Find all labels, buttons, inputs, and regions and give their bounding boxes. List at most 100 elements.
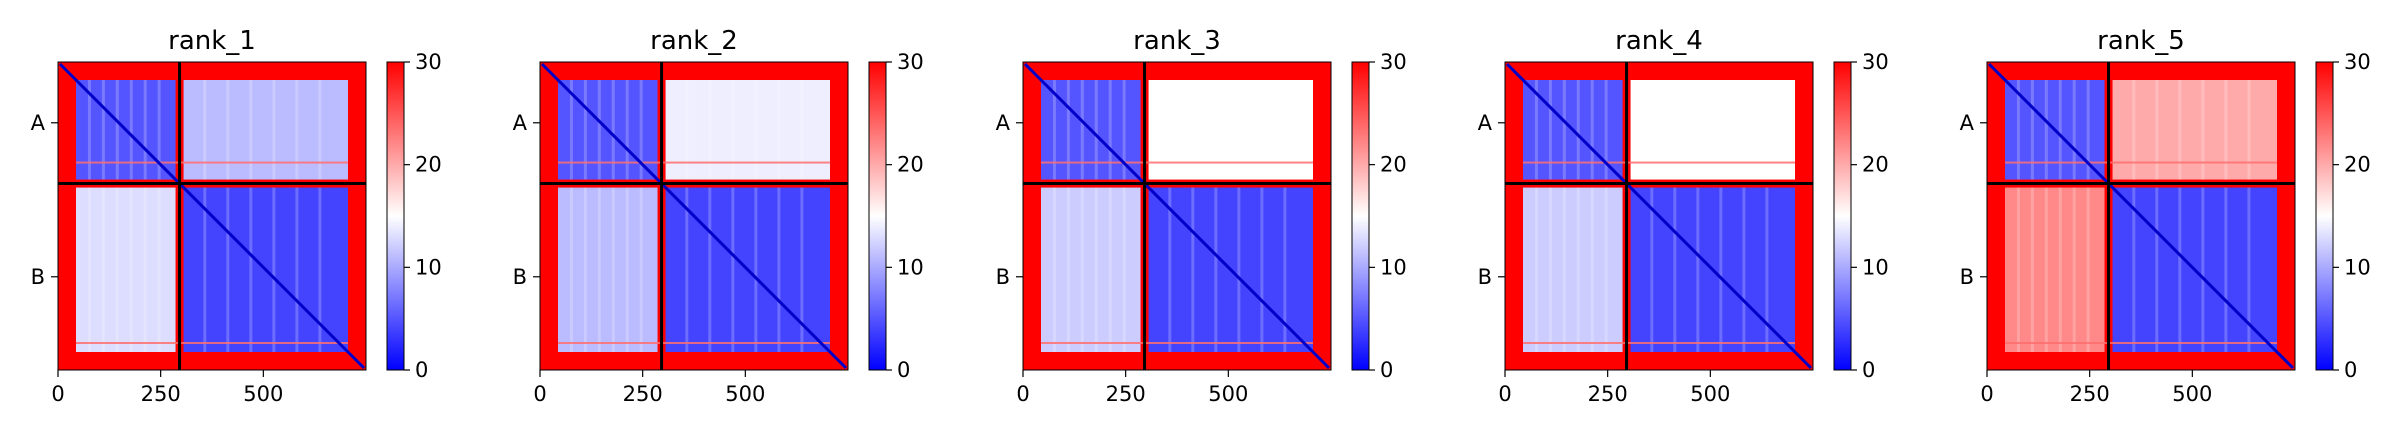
texture-stripe	[1650, 187, 1654, 352]
texture-stripe	[1214, 187, 1218, 352]
x-tick-label: 0	[1980, 382, 1993, 406]
colorbar-tick-label: 0	[1380, 358, 1393, 382]
texture-stripe	[115, 80, 119, 180]
block-b-a	[558, 187, 658, 352]
y-tick-label: A	[31, 111, 46, 135]
texture-stripe	[611, 187, 615, 352]
block-a-b	[1148, 80, 1313, 180]
texture-stripe	[1191, 80, 1195, 180]
error-streak	[2005, 342, 2277, 344]
texture-stripe	[1742, 80, 1746, 180]
texture-stripe	[639, 187, 643, 352]
texture-stripe	[1108, 80, 1112, 180]
panel-title: rank_2	[650, 26, 738, 56]
texture-stripe	[2044, 80, 2048, 180]
texture-stripe	[2044, 187, 2048, 352]
block-a-b	[2112, 80, 2277, 180]
texture-stripe	[115, 187, 119, 352]
texture-stripe	[639, 80, 643, 180]
error-streak	[2005, 161, 2277, 164]
y-tick-label: B	[1478, 265, 1492, 289]
texture-stripe	[2030, 187, 2034, 352]
texture-stripe	[1590, 80, 1594, 180]
texture-stripe	[203, 80, 207, 180]
diagonal	[1987, 62, 2295, 370]
texture-stripe	[685, 187, 689, 352]
texture-stripe	[1108, 187, 1112, 352]
texture-stripe	[1534, 80, 1538, 180]
axes-frame	[1022, 61, 1332, 371]
texture-stripe	[226, 80, 230, 180]
texture-stripe	[1604, 80, 1608, 180]
y-tick-label: A	[513, 111, 528, 135]
x-tick-label: 0	[1016, 382, 1029, 406]
texture-stripe	[2058, 80, 2062, 180]
texture-stripe	[2086, 187, 2090, 352]
colorbar-tick-label: 10	[2344, 255, 2371, 279]
x-tick-label: 500	[1690, 382, 1730, 406]
colorbar-tick-label: 0	[2344, 358, 2357, 382]
texture-stripe	[1534, 187, 1538, 352]
texture-stripe	[569, 187, 573, 352]
error-streak	[76, 342, 348, 344]
texture-stripe	[1283, 80, 1287, 180]
texture-stripe	[1080, 187, 1084, 352]
y-tick-label: B	[996, 265, 1010, 289]
texture-stripe	[1094, 80, 1098, 180]
block-a-b	[183, 80, 348, 180]
colorbar-tick-label: 10	[415, 255, 442, 279]
texture-stripe	[1066, 80, 1070, 180]
panel-title: rank_1	[168, 26, 256, 56]
colorbar-tick-label: 0	[1862, 358, 1875, 382]
texture-stripe	[1604, 187, 1608, 352]
diagonal	[1505, 62, 1813, 370]
texture-stripe	[800, 80, 804, 180]
x-tick-label: 500	[2172, 382, 2212, 406]
x-tick-label: 250	[623, 382, 663, 406]
texture-stripe	[1191, 187, 1195, 352]
colorbar	[1351, 61, 1370, 371]
texture-stripe	[2201, 187, 2205, 352]
colorbar-tick-label: 0	[415, 358, 428, 382]
colorbar-tick-label: 20	[1862, 153, 1889, 177]
texture-stripe	[625, 187, 629, 352]
error-streak	[1523, 342, 1795, 344]
texture-stripe	[1548, 80, 1552, 180]
x-tick-label: 500	[725, 382, 765, 406]
texture-stripe	[1696, 187, 1700, 352]
heatmap-panel-5: rank_5 0 250 500 A B 0 10 20 30	[1960, 26, 2371, 406]
texture-stripe	[708, 187, 712, 352]
texture-stripe	[1576, 80, 1580, 180]
colorbar-tick-label: 30	[1862, 50, 1889, 74]
texture-stripe	[1237, 80, 1241, 180]
error-streak	[1041, 342, 1313, 344]
texture-stripe	[87, 80, 91, 180]
block-b-a	[2005, 187, 2105, 352]
diagonal	[540, 62, 848, 370]
texture-stripe	[1168, 80, 1172, 180]
texture-stripe	[226, 187, 230, 352]
texture-stripe	[272, 80, 276, 180]
y-tick-label: B	[1960, 265, 1974, 289]
texture-stripe	[101, 187, 105, 352]
x-tick-label: 0	[533, 382, 546, 406]
diagonal	[58, 62, 366, 370]
texture-stripe	[1673, 187, 1677, 352]
texture-stripe	[1719, 80, 1723, 180]
texture-stripe	[295, 187, 299, 352]
texture-stripe	[1673, 80, 1677, 180]
axes-frame	[57, 61, 367, 371]
texture-stripe	[2072, 187, 2076, 352]
texture-stripe	[777, 187, 781, 352]
x-tick-label: 250	[2070, 382, 2110, 406]
colorbar	[2315, 61, 2334, 371]
texture-stripe	[1576, 187, 1580, 352]
axes-frame	[1504, 61, 1814, 371]
texture-stripe	[708, 80, 712, 180]
texture-stripe	[157, 80, 161, 180]
block-b-a	[1041, 187, 1141, 352]
colorbar	[386, 61, 405, 371]
texture-stripe	[2016, 187, 2020, 352]
texture-stripe	[203, 187, 207, 352]
